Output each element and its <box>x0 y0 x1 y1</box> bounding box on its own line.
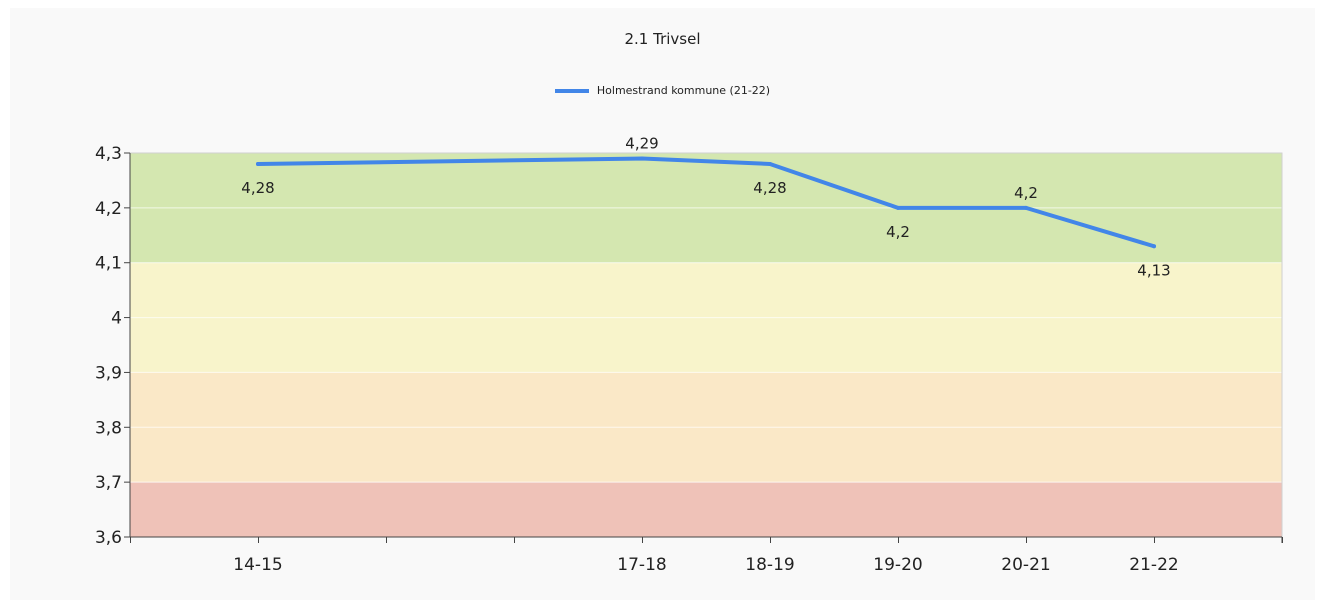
chart-title: 2.1 Trivsel <box>624 30 701 48</box>
data-point-0 <box>256 161 260 166</box>
x-tick-label-0: 14-15 <box>233 555 282 575</box>
y-tick-label-2: 3,8 <box>95 418 122 438</box>
data-label-0: 4,28 <box>241 179 274 197</box>
y-tick-label-4: 4 <box>111 309 122 329</box>
y-tick-label-3: 3,9 <box>95 363 122 383</box>
y-tick-label-1: 3,7 <box>95 473 122 493</box>
x-tick-label-2: 18-19 <box>745 555 794 575</box>
data-label-5: 4,13 <box>1137 261 1170 279</box>
data-point-1 <box>640 156 644 161</box>
data-label-4: 4,2 <box>1014 184 1038 202</box>
legend-label: Holmestrand kommune (21-22) <box>596 84 771 97</box>
y-tick-label-7: 4,3 <box>95 144 122 164</box>
legend-swatch <box>554 88 589 93</box>
plot-area: 3,6 3,7 3,8 3,9 4 4,1 4,2 4,3 14-15 17-18 18-19 19-… <box>95 134 1283 575</box>
x-tick-label-1: 17-18 <box>617 555 666 575</box>
series-line-0 <box>256 156 1156 249</box>
data-label-2: 4,28 <box>753 179 786 197</box>
x-tick-label-5: 21-22 <box>1129 555 1178 575</box>
data-point-5 <box>1152 244 1156 249</box>
data-label-1: 4,29 <box>625 134 658 152</box>
x-tick-label-4: 20-21 <box>1001 555 1050 575</box>
y-tick-label-0: 3,6 <box>95 528 122 548</box>
chart-panel: 2.1 Trivsel Holmestrand kommune (21-22) … <box>10 8 1315 600</box>
data-label-3: 4,2 <box>886 223 910 241</box>
band-0 <box>130 482 1282 537</box>
x-tick-label-3: 19-20 <box>873 555 922 575</box>
data-point-3 <box>896 205 900 210</box>
data-point-2 <box>768 161 772 166</box>
data-point-4 <box>1024 205 1028 210</box>
y-tick-label-6: 4,2 <box>95 199 122 219</box>
legend: Holmestrand kommune (21-22) <box>10 84 1315 97</box>
y-tick-label-5: 4,1 <box>95 254 122 274</box>
